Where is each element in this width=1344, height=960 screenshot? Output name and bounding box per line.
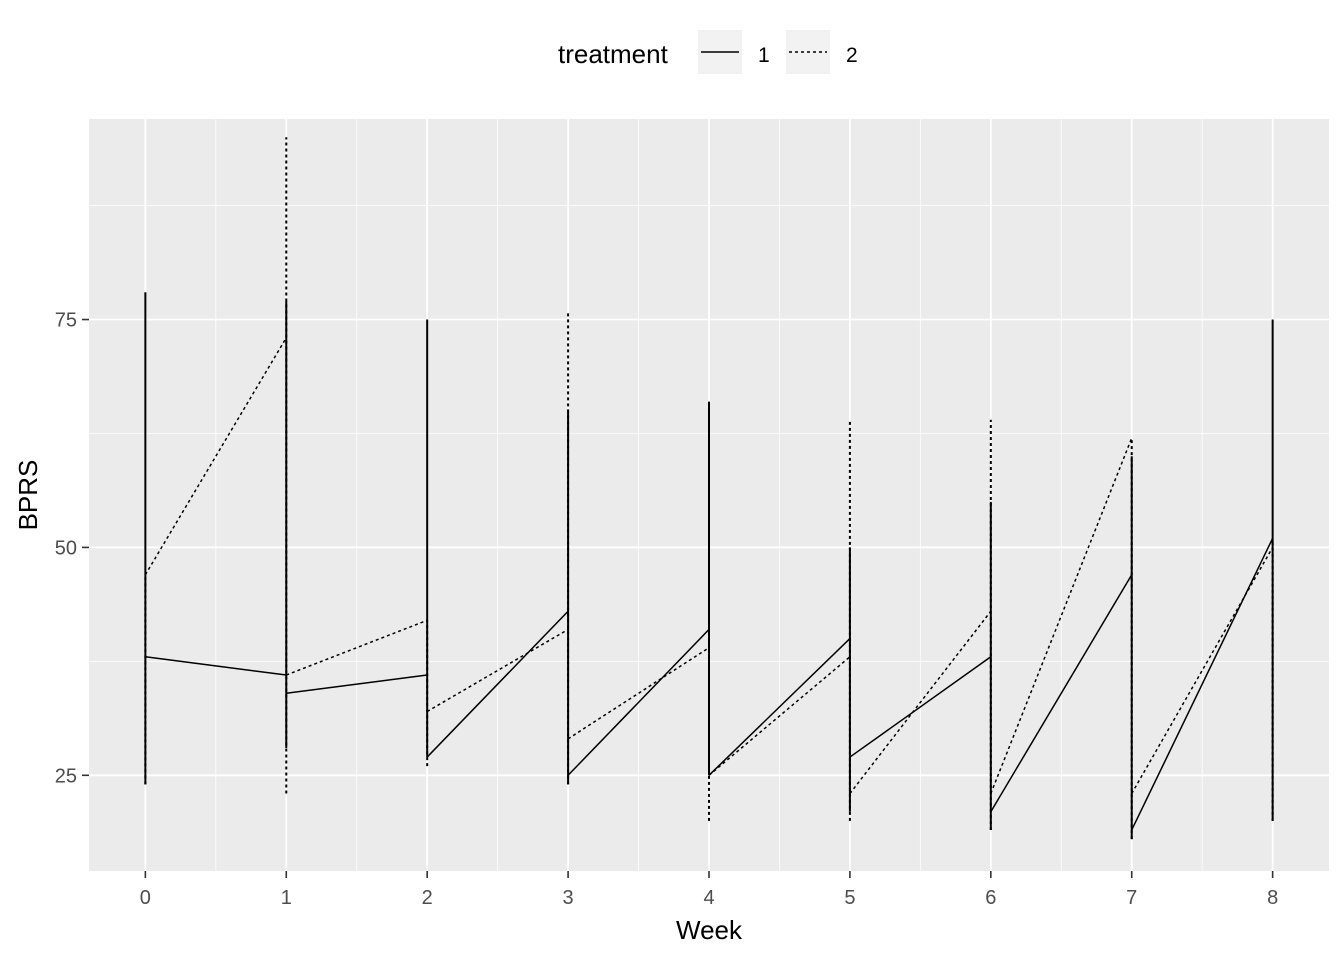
treatment-2-connector [708,656,851,776]
treatment-2-connector [990,437,1133,794]
y-tick-label: 50 [55,537,77,559]
treatment-2-connector [849,610,992,794]
y-tick-label: 25 [55,765,77,787]
treatment-1-connector [286,674,428,694]
legend-label-2: 2 [846,44,858,67]
treatment-2-connector [567,647,710,740]
x-tick-label: 7 [1126,887,1137,909]
x-tick-label: 4 [703,887,714,909]
treatment-2-connector [144,337,287,576]
x-tick-label: 1 [281,887,292,909]
series-lines [144,137,1274,840]
x-tick-label: 5 [844,887,855,909]
x-axis: 0 1 2 3 4 5 6 7 8 [140,871,1278,909]
x-tick-label: 8 [1267,887,1278,909]
treatment-1-connector [990,574,1133,813]
x-tick-label: 3 [563,887,574,909]
grid-minor [89,119,1329,871]
y-axis: 25 50 75 [55,310,89,787]
y-axis-title: BPRS [13,460,43,531]
x-tick-label: 2 [422,887,433,909]
x-tick-label: 6 [985,887,996,909]
treatment-2-connector [286,619,428,676]
legend: treatment 1 2 [558,30,858,74]
treatment-1-connector [567,628,710,776]
treatment-2-connector [1131,547,1274,794]
treatment-1-connector [708,638,851,776]
treatment-1-connector [145,656,287,676]
x-tick-label: 0 [140,887,151,909]
treatment-1-connector [849,656,992,758]
legend-label-1: 1 [758,44,770,67]
y-tick-label: 75 [55,310,77,332]
legend-title: treatment [558,39,669,69]
treatment-1-connector [426,610,569,758]
treatment-1-connector [1131,537,1274,831]
x-axis-title: Week [676,915,743,945]
